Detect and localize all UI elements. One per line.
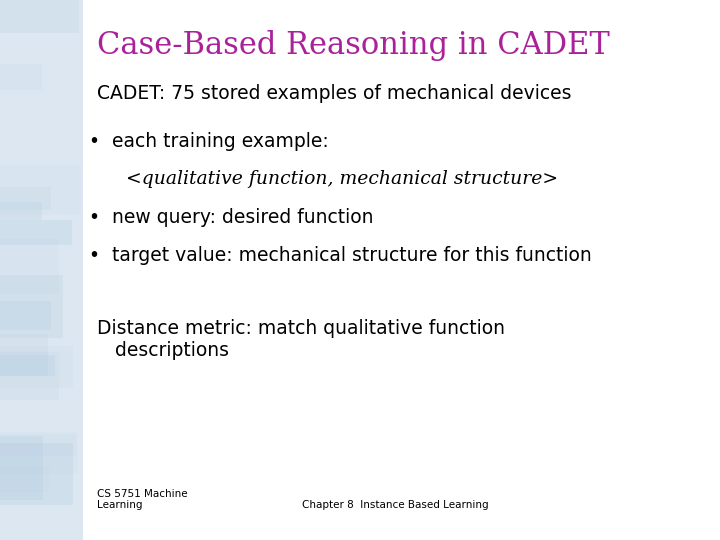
FancyBboxPatch shape <box>0 352 59 400</box>
Text: target value: mechanical structure for this function: target value: mechanical structure for t… <box>112 246 591 265</box>
Text: CS 5751 Machine
Learning: CS 5751 Machine Learning <box>97 489 188 510</box>
FancyBboxPatch shape <box>0 334 48 376</box>
Text: new query: desired function: new query: desired function <box>112 208 373 227</box>
FancyBboxPatch shape <box>0 165 81 215</box>
FancyBboxPatch shape <box>0 436 43 500</box>
FancyBboxPatch shape <box>0 443 73 505</box>
Text: •: • <box>88 246 99 265</box>
FancyBboxPatch shape <box>0 355 55 375</box>
Text: each training example:: each training example: <box>112 132 328 151</box>
FancyBboxPatch shape <box>0 64 42 91</box>
FancyBboxPatch shape <box>0 432 76 456</box>
FancyBboxPatch shape <box>0 187 51 210</box>
FancyBboxPatch shape <box>0 275 63 338</box>
FancyBboxPatch shape <box>0 239 58 294</box>
FancyBboxPatch shape <box>0 220 71 245</box>
FancyBboxPatch shape <box>0 0 83 540</box>
Text: •: • <box>88 208 99 227</box>
Text: <qualitative function, mechanical structure>: <qualitative function, mechanical struct… <box>126 170 558 188</box>
FancyBboxPatch shape <box>0 301 51 330</box>
FancyBboxPatch shape <box>0 0 79 33</box>
FancyBboxPatch shape <box>0 434 78 474</box>
Text: Distance metric: match qualitative function
   descriptions: Distance metric: match qualitative funct… <box>97 319 505 360</box>
Text: •: • <box>88 132 99 151</box>
Text: Case-Based Reasoning in CADET: Case-Based Reasoning in CADET <box>97 30 610 60</box>
FancyBboxPatch shape <box>0 467 49 492</box>
Text: CADET: 75 stored examples of mechanical devices: CADET: 75 stored examples of mechanical … <box>97 84 572 103</box>
FancyBboxPatch shape <box>0 346 73 388</box>
FancyBboxPatch shape <box>0 201 42 220</box>
Text: Chapter 8  Instance Based Learning: Chapter 8 Instance Based Learning <box>302 500 489 510</box>
